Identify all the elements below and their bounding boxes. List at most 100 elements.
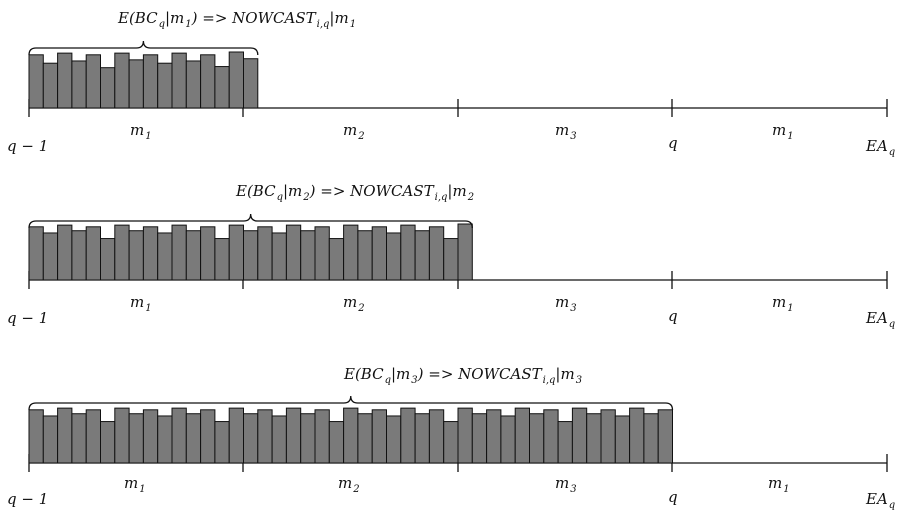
panel-1-bar xyxy=(114,52,130,109)
panel-3-bar xyxy=(28,409,44,464)
panel-2-bar xyxy=(271,232,287,281)
panel-3-quarter-label: q xyxy=(668,488,678,506)
panel-1-segment-label-1: m1 xyxy=(130,121,152,143)
panel-2-bar xyxy=(157,232,173,281)
panel-2-bar xyxy=(28,226,44,281)
panel-1-bar xyxy=(171,52,187,109)
panel-3-bar xyxy=(300,413,316,464)
panel-2-header: E(BCq|m2) => NOWCASTi,q|m2 xyxy=(236,182,475,203)
panel-2-bar xyxy=(400,224,416,281)
panel-3-bar xyxy=(200,409,216,464)
panel-3-bar xyxy=(243,413,259,464)
panel-3-segment-label-3: m3 xyxy=(555,474,577,496)
panel-2-start-label: q − 1 xyxy=(7,309,49,327)
panel-2-brace xyxy=(28,213,473,229)
panel-3-bar xyxy=(42,415,59,464)
panel-1-bar xyxy=(157,62,173,109)
panel-1-bar xyxy=(57,52,73,109)
panel-2-segment-label-1: m1 xyxy=(130,293,152,315)
panel-3-bar xyxy=(414,413,430,464)
panel-1-bar xyxy=(128,59,144,109)
panel-3-bar xyxy=(614,415,631,464)
panel-1-bar xyxy=(85,54,101,109)
panel-3-segment-label-4: m1 xyxy=(768,474,790,496)
panel-3-end-label: EAq xyxy=(866,490,896,512)
panel-2-bar xyxy=(128,230,144,281)
panel-3-bar xyxy=(428,409,445,464)
panel-2-bar xyxy=(100,238,116,281)
panel-3-bar xyxy=(314,409,330,464)
panel-2-bar xyxy=(71,230,87,281)
panel-2-bar xyxy=(57,224,73,281)
panel-3-bar xyxy=(643,413,659,464)
panel-2-bar xyxy=(386,232,402,281)
panel-3-bar xyxy=(271,415,287,464)
panel-3-bar xyxy=(114,407,130,464)
panel-3-bar xyxy=(343,407,359,464)
panel-3-brace xyxy=(28,395,674,411)
panel-3-bar xyxy=(285,407,302,464)
panel-1-start-label: q − 1 xyxy=(7,137,49,155)
panel-3-bar xyxy=(386,415,402,464)
panel-3-bar xyxy=(600,409,616,464)
panel-3-bar xyxy=(157,415,173,464)
panel-2-bar xyxy=(171,224,187,281)
panel-1-bar xyxy=(28,54,44,109)
panel-3-bar xyxy=(142,409,159,464)
panel-3-bar xyxy=(228,407,244,464)
panel-3-bar xyxy=(400,407,416,464)
panel-2-bar xyxy=(328,238,345,281)
panel-3-segment-label-2: m2 xyxy=(338,474,360,496)
panel-1-bar xyxy=(42,62,59,109)
panel-3-header: E(BCq|m3) => NOWCASTi,q|m3 xyxy=(344,365,583,386)
panel-1-bar xyxy=(142,54,159,109)
panel-3-bar xyxy=(371,409,388,464)
panel-3-bar xyxy=(514,407,531,464)
panel-3-bar xyxy=(328,421,345,464)
panel-2-quarter-label: q xyxy=(668,307,678,325)
panel-3-bar xyxy=(629,407,645,464)
panel-2-bar xyxy=(257,226,273,281)
panel-2-bar xyxy=(185,230,202,281)
panel-1-bar xyxy=(100,67,116,109)
panel-3-bar xyxy=(185,413,202,464)
panel-2-bar xyxy=(314,226,330,281)
panel-1-segment-label-2: m2 xyxy=(343,121,365,143)
panel-2-segment-label-4: m1 xyxy=(772,293,794,315)
panel-3-bar xyxy=(486,409,502,464)
panel-2-bar xyxy=(457,223,473,281)
panel-2-bar xyxy=(114,224,130,281)
panel-2-bar xyxy=(428,226,445,281)
panel-2-segment-label-3: m3 xyxy=(555,293,577,315)
panel-3-bar xyxy=(257,409,273,464)
panel-3-bar xyxy=(529,413,545,464)
panel-1-quarter-label: q xyxy=(668,134,678,152)
panel-3-bar xyxy=(543,409,559,464)
panel-2-bar xyxy=(443,238,459,281)
panel-3-bar xyxy=(586,413,602,464)
panel-3-bar xyxy=(557,421,573,464)
panel-3-bar xyxy=(100,421,116,464)
panel-2-bar xyxy=(214,238,230,281)
panel-3-bar xyxy=(71,413,87,464)
panel-3-bar xyxy=(214,421,230,464)
panel-2-bar xyxy=(414,230,430,281)
panel-3-bar xyxy=(357,413,373,464)
panel-2-segment-label-2: m2 xyxy=(343,293,365,315)
panel-3-bar xyxy=(571,407,588,464)
panel-3-start-label: q − 1 xyxy=(7,490,49,508)
panel-1-brace xyxy=(28,40,259,56)
panel-3-bar xyxy=(171,407,187,464)
panel-1-bar xyxy=(200,54,216,109)
panel-1-end-label: EAq xyxy=(866,137,896,159)
panel-1-header: E(BCq|m1) => NOWCASTi,q|m1 xyxy=(118,9,357,30)
panel-2-end-label: EAq xyxy=(866,309,896,331)
panel-1-bar xyxy=(71,60,87,109)
panel-1-bar xyxy=(243,58,259,109)
panel-2-bar xyxy=(357,230,373,281)
panel-2-bar xyxy=(85,226,101,281)
panel-2-bar xyxy=(343,224,359,281)
panel-2-bar xyxy=(42,232,59,281)
panel-3-bar xyxy=(85,409,101,464)
panel-2-bar xyxy=(371,226,388,281)
